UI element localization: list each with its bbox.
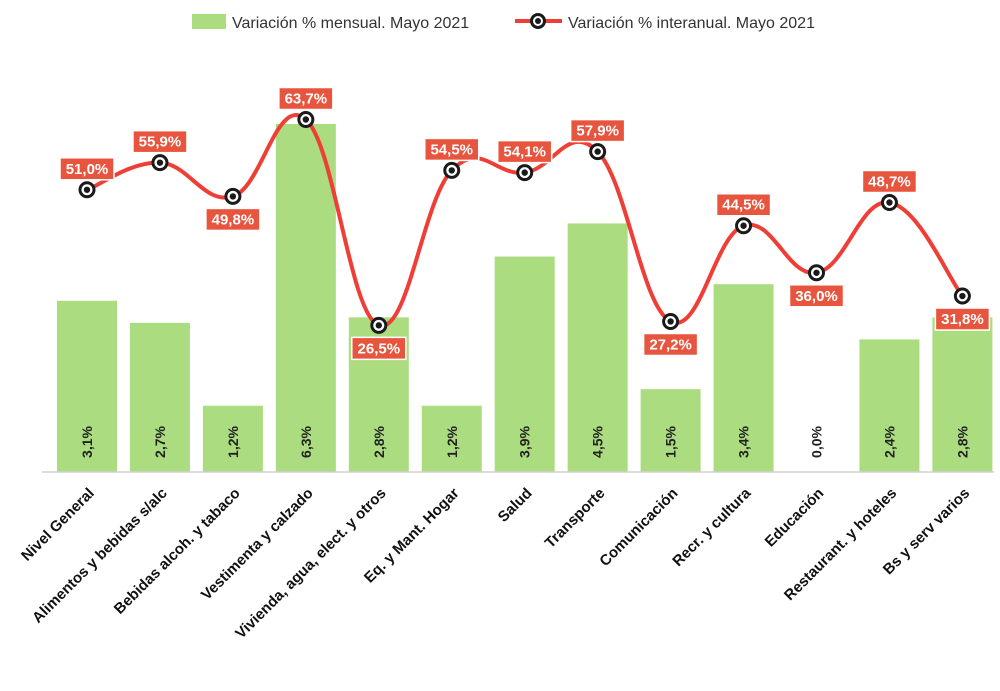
line-value-label-text: 63,7% [285,91,328,108]
line-marker-dot [156,159,164,166]
line-value-label-box [496,139,553,164]
line-value-label-box [715,192,772,217]
legend-line-label: Variación % interanual. Mayo 2021 [568,15,815,32]
category-label: Bebidas alcoh. y tabaco [111,485,244,618]
bar [129,322,190,472]
bar-value-label: 0,0% [809,425,825,457]
line-value-label-box [788,284,845,308]
line-value-label: 63,7% [278,86,334,111]
line-marker-dot [813,269,820,276]
bar-value-label: 3,9% [517,425,533,457]
line-value-label-box [424,137,480,162]
line-value-label-text: 36,0% [795,288,838,305]
line-value-label-box [132,129,188,154]
line-value-label: 51,0% [59,157,115,181]
line-marker-dot [667,318,674,325]
line-value-label-box [278,86,334,111]
bar [57,300,117,472]
line-value-label-text: 54,5% [430,141,473,158]
line-value-label: 55,9% [132,129,188,154]
bar [202,405,263,472]
bar [713,284,774,472]
line-value-label-text: 48,7% [868,174,911,191]
line-value-label-box [642,332,699,357]
category-label: Recr. y cultura [669,484,755,570]
line-labels: 51,0% 55,9% 49,8% 63,7% 26,5% 54,5% 54,1% 57,9%… [59,86,991,361]
line-value-label: 27,2% [642,332,699,357]
line-value-label-box [351,336,407,361]
category-label: Salud [495,485,536,526]
line-markers [78,111,971,334]
line-value-label: 48,7% [861,169,918,194]
line-marker-dot [594,148,601,155]
legend-bar-label: Variación % mensual. Mayo 2021 [232,15,469,32]
bar [421,405,482,472]
line-value-label-box [59,157,115,181]
bar [859,339,920,472]
line-marker-dot [83,186,91,193]
line-marker-dot [959,292,966,300]
line-value-label-text: 55,9% [139,134,182,151]
line-value-label: 54,1% [496,139,553,164]
legend: Variación % mensual. Mayo 2021 Variación… [192,13,815,32]
line-value-label: 49,8% [205,207,261,232]
bar-value-label: 2,8% [371,425,387,457]
bar-value-label: 4,5% [590,425,606,457]
legend-line-marker-dot [535,18,541,24]
bar [494,256,555,472]
bar [275,124,336,472]
line-value-label-text: 26,5% [358,340,401,357]
bar-value-label: 1,2% [444,425,460,457]
bar-value-label: 1,2% [225,425,241,457]
line-value-label-text: 57,9% [576,123,619,140]
bar-value-label: 6,3% [298,425,314,457]
bar-value-label: 3,4% [736,425,752,457]
bar-value-label: 2,8% [954,425,970,457]
line-value-label: 44,5% [715,192,772,217]
bar [640,389,701,472]
line-value-label: 36,0% [788,284,845,308]
category-label: Vivienda, agua, elect. y otros [232,485,389,642]
line-marker-dot [448,167,455,174]
line-value-label-text: 51,0% [66,161,109,178]
line-value-label: 54,5% [424,137,480,162]
bar-value-label: 1,5% [663,425,679,457]
line-value-label: 26,5% [351,336,407,361]
line-value-label-box [934,307,991,331]
line-value-label-text: 49,8% [212,211,255,228]
line-value-label-text: 31,8% [941,311,984,328]
legend-bar-swatch [192,14,226,29]
line-marker-dot [886,199,893,206]
line-value-label: 31,8% [934,307,991,331]
bar-labels: 3,1% 2,7% 1,2% 6,3% 2,8% 1,2% 3,9% 4,5% 1,5% 3,4%… [79,425,970,457]
line-value-label-text: 54,1% [503,144,546,161]
line-marker-dot [740,222,747,229]
line-value-label-text: 27,2% [649,336,692,353]
line-marker-dot [229,193,237,200]
line-marker-dot [521,169,528,176]
bar-value-label: 2,4% [881,425,897,457]
bar-value-label: 2,7% [152,425,168,457]
bars [57,124,993,472]
category-label: Nivel General [18,485,98,565]
line-value-label-box [569,118,626,143]
bar [567,223,628,472]
line-marker-dot [375,322,382,329]
bar-value-label: 3,1% [79,425,95,457]
line-value-label-text: 44,5% [722,197,765,214]
category-label: Alimentos y bebidas s/alc [29,485,171,627]
line-value-label: 57,9% [569,118,626,143]
line-value-label-box [861,169,918,194]
category-label: Educación [762,485,828,551]
line-value-label-box [205,207,261,232]
bar [932,317,993,472]
line-marker-dot [302,116,310,123]
category-label: Transporte [542,485,609,552]
